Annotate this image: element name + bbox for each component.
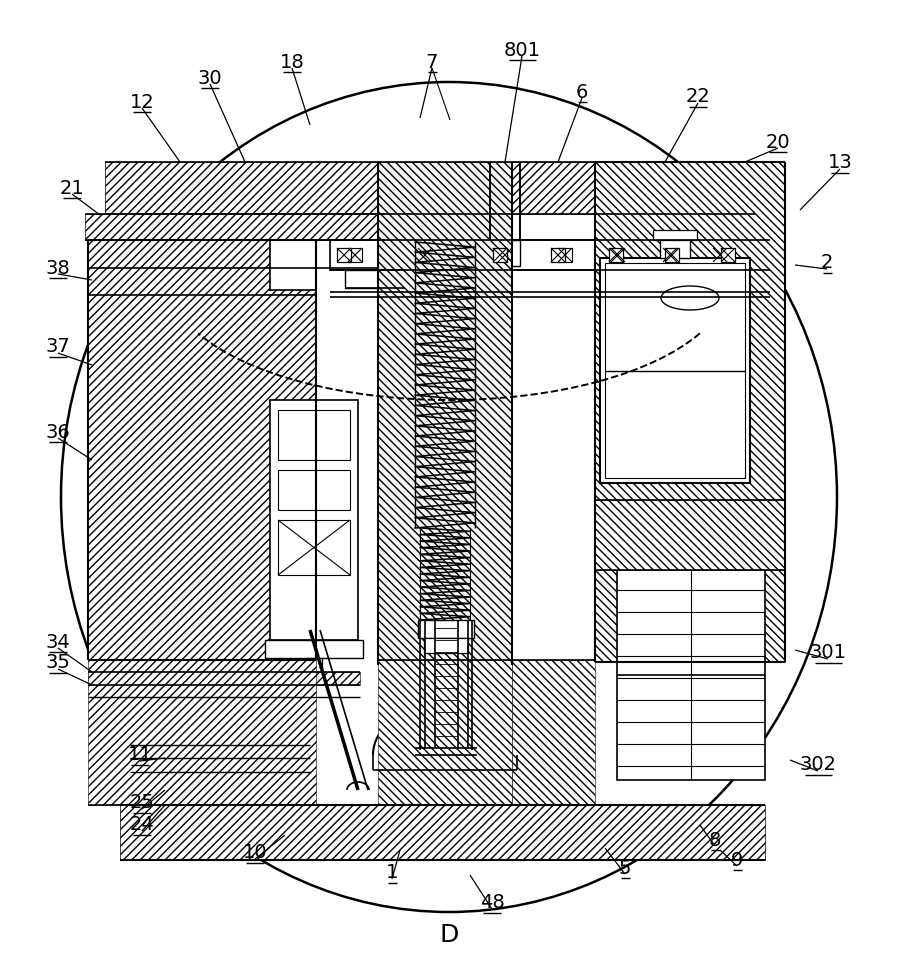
Bar <box>348 248 362 262</box>
Text: D: D <box>440 923 458 947</box>
Bar <box>230 759 255 773</box>
Bar <box>170 745 195 759</box>
Text: 22: 22 <box>686 87 710 106</box>
Bar <box>278 410 350 460</box>
Bar <box>337 248 351 262</box>
Bar <box>85 214 385 240</box>
Text: 20: 20 <box>766 132 790 152</box>
Bar <box>498 248 512 262</box>
Bar <box>418 248 432 262</box>
Bar <box>140 759 165 773</box>
Text: 25: 25 <box>129 794 155 812</box>
Bar <box>306 658 322 678</box>
Bar <box>230 745 255 759</box>
Bar <box>105 162 755 214</box>
Text: 21: 21 <box>59 179 85 197</box>
Bar <box>330 240 770 270</box>
Bar <box>418 620 474 638</box>
Bar <box>140 745 165 759</box>
Text: 6: 6 <box>576 82 588 102</box>
Bar <box>278 470 350 510</box>
Bar <box>427 745 463 765</box>
Bar <box>265 640 363 658</box>
Bar <box>663 248 677 262</box>
Bar <box>345 270 405 288</box>
Bar <box>493 248 507 262</box>
Bar <box>424 638 468 653</box>
Bar <box>378 660 512 805</box>
Text: 1: 1 <box>386 864 398 883</box>
Bar <box>665 248 679 262</box>
Text: 34: 34 <box>46 632 70 652</box>
Text: 13: 13 <box>828 154 852 172</box>
Bar <box>605 263 745 478</box>
Text: 30: 30 <box>198 69 222 87</box>
Bar <box>200 759 225 773</box>
Bar <box>270 240 316 290</box>
Text: 11: 11 <box>128 746 152 765</box>
Text: 9: 9 <box>731 851 743 869</box>
Bar <box>490 240 520 266</box>
Text: 7: 7 <box>426 52 438 72</box>
Bar <box>600 258 750 483</box>
Text: 302: 302 <box>799 755 836 775</box>
Bar <box>378 162 512 665</box>
Bar <box>278 520 350 575</box>
Bar <box>512 660 595 805</box>
Text: 37: 37 <box>46 337 70 357</box>
Text: 2: 2 <box>821 253 833 273</box>
Bar <box>595 162 785 662</box>
Bar <box>609 248 623 262</box>
Text: 18: 18 <box>280 52 305 72</box>
Bar <box>617 570 765 780</box>
Bar <box>88 240 316 660</box>
Text: 48: 48 <box>480 894 504 913</box>
Bar <box>611 248 625 262</box>
Bar <box>660 236 690 258</box>
Bar <box>558 248 572 262</box>
Bar <box>200 745 225 759</box>
Bar <box>88 660 316 805</box>
Text: 10: 10 <box>243 843 267 863</box>
Bar <box>120 805 765 860</box>
Bar <box>713 248 727 262</box>
Text: 8: 8 <box>708 831 721 849</box>
Bar <box>595 500 785 570</box>
Text: 36: 36 <box>46 423 70 442</box>
Bar <box>88 672 360 685</box>
Text: 801: 801 <box>503 41 540 60</box>
Bar <box>270 400 358 640</box>
Text: 301: 301 <box>809 643 847 662</box>
Bar <box>170 759 195 773</box>
Text: 12: 12 <box>129 93 155 111</box>
Bar <box>653 230 697 240</box>
Text: 5: 5 <box>619 859 631 877</box>
Bar <box>721 248 735 262</box>
Text: 24: 24 <box>129 815 155 835</box>
Text: 38: 38 <box>46 258 70 278</box>
Bar <box>551 248 565 262</box>
Text: 35: 35 <box>46 654 70 672</box>
